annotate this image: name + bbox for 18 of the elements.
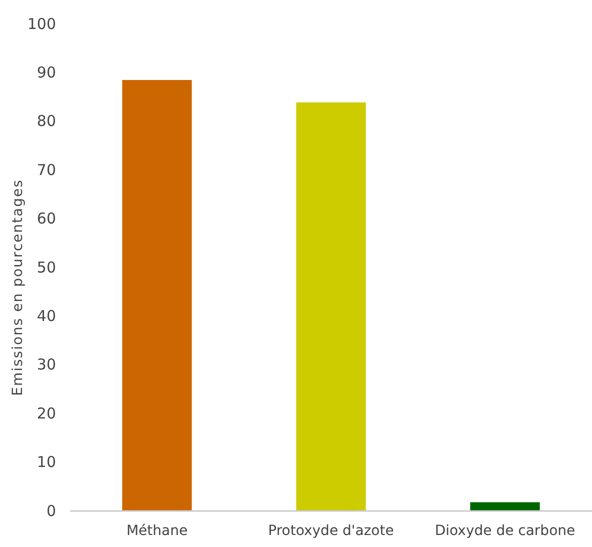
y-tick-label: 90 xyxy=(36,64,56,82)
y-tick-label: 0 xyxy=(46,502,56,520)
y-tick-label: 100 xyxy=(27,14,56,33)
y-tick-label: 80 xyxy=(36,112,56,130)
bar xyxy=(296,102,366,511)
y-tick-label: 10 xyxy=(36,453,56,472)
bar xyxy=(122,80,192,511)
y-tick-label: 20 xyxy=(36,404,56,422)
y-tick-label: 50 xyxy=(36,258,56,276)
y-tick-label: 70 xyxy=(36,160,56,179)
x-tick-label: Méthane xyxy=(126,522,188,539)
y-axis-title: Emissions en pourcentages xyxy=(10,179,26,396)
y-tick-label: 60 xyxy=(36,210,56,228)
bar xyxy=(470,502,540,511)
x-tick-label: Dioxyde de carbone xyxy=(434,522,576,539)
x-tick-label: Protoxyde d'azote xyxy=(268,522,394,539)
y-tick-label: 40 xyxy=(36,307,56,325)
y-tick-label: 30 xyxy=(36,356,56,374)
